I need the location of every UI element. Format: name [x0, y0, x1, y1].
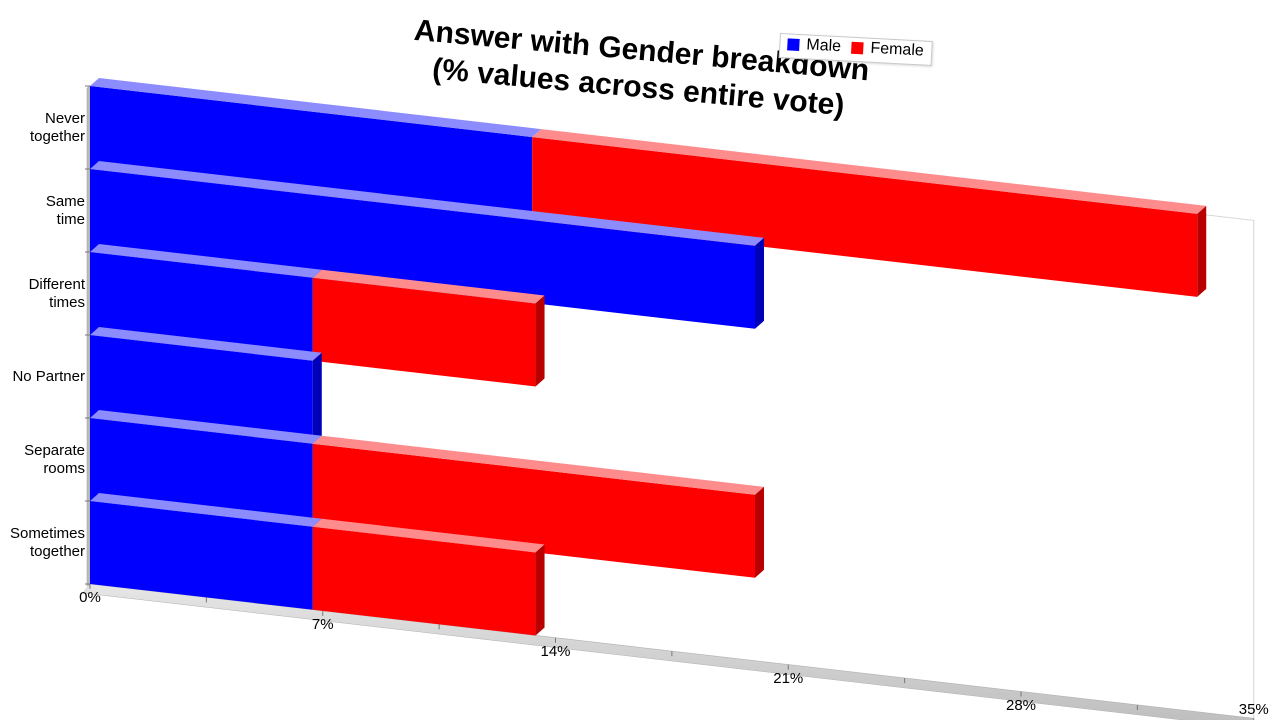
male-bar-4-top: [90, 327, 322, 361]
x-tick-label-6: 35%: [1238, 701, 1269, 718]
female-bar-3-side: [535, 295, 545, 387]
female-bar-6: [312, 526, 536, 636]
female-bar-5-side: [755, 486, 764, 578]
x-tick-label-1: 0%: [79, 589, 101, 606]
bar-group-6: [90, 493, 545, 636]
male-bar-6-top: [90, 493, 322, 527]
category-label-4: No Partner: [12, 367, 85, 385]
legend-swatch-male: [787, 38, 800, 52]
chart-bars: [90, 78, 1207, 636]
female-bar-5-top: [312, 435, 764, 495]
category-label-5: Separate rooms: [24, 441, 85, 477]
female-bar-6-side: [535, 544, 545, 636]
category-label-3: Different times: [28, 275, 85, 311]
female-bar-1-side: [1197, 205, 1207, 297]
female-bar-3-top: [312, 269, 545, 304]
category-label-1: Never together: [29, 109, 85, 145]
male-bar-5-top: [90, 410, 322, 444]
male-bar-3-top: [90, 244, 322, 278]
x-tick-label-5: 28%: [1005, 696, 1037, 714]
male-bar-1: [90, 86, 533, 221]
male-bar-6: [90, 501, 313, 610]
category-label-2: Same time: [45, 192, 85, 228]
plot-floor: [82, 583, 1255, 720]
bar-group-1: [90, 78, 1207, 297]
male-bar-1-top: [90, 78, 542, 138]
female-bar-1-top: [532, 129, 1207, 214]
category-label-6: Sometimes together: [9, 524, 85, 560]
x-tick-label-2: 7%: [311, 615, 334, 633]
female-bar-5: [312, 443, 755, 578]
legend-label-male: Male: [805, 36, 842, 56]
x-tick-label-3: 14%: [540, 642, 571, 660]
male-bar-2-top: [90, 161, 764, 246]
male-bar-4-side: [312, 352, 322, 444]
legend-swatch-female: [851, 41, 864, 55]
bar-group-2: [90, 161, 764, 329]
x-tick-label-4: 21%: [773, 669, 804, 687]
female-bar-6-top: [312, 518, 545, 553]
male-bar-2: [90, 169, 755, 329]
legend-label-female: Female: [870, 39, 925, 60]
male-bar-2-side: [755, 237, 764, 329]
female-bar-3: [312, 277, 536, 387]
legend-item-female: Female: [851, 39, 924, 61]
legend-item-male: Male: [787, 35, 842, 56]
female-bar-1: [532, 137, 1198, 297]
y-axis: [86, 85, 91, 587]
